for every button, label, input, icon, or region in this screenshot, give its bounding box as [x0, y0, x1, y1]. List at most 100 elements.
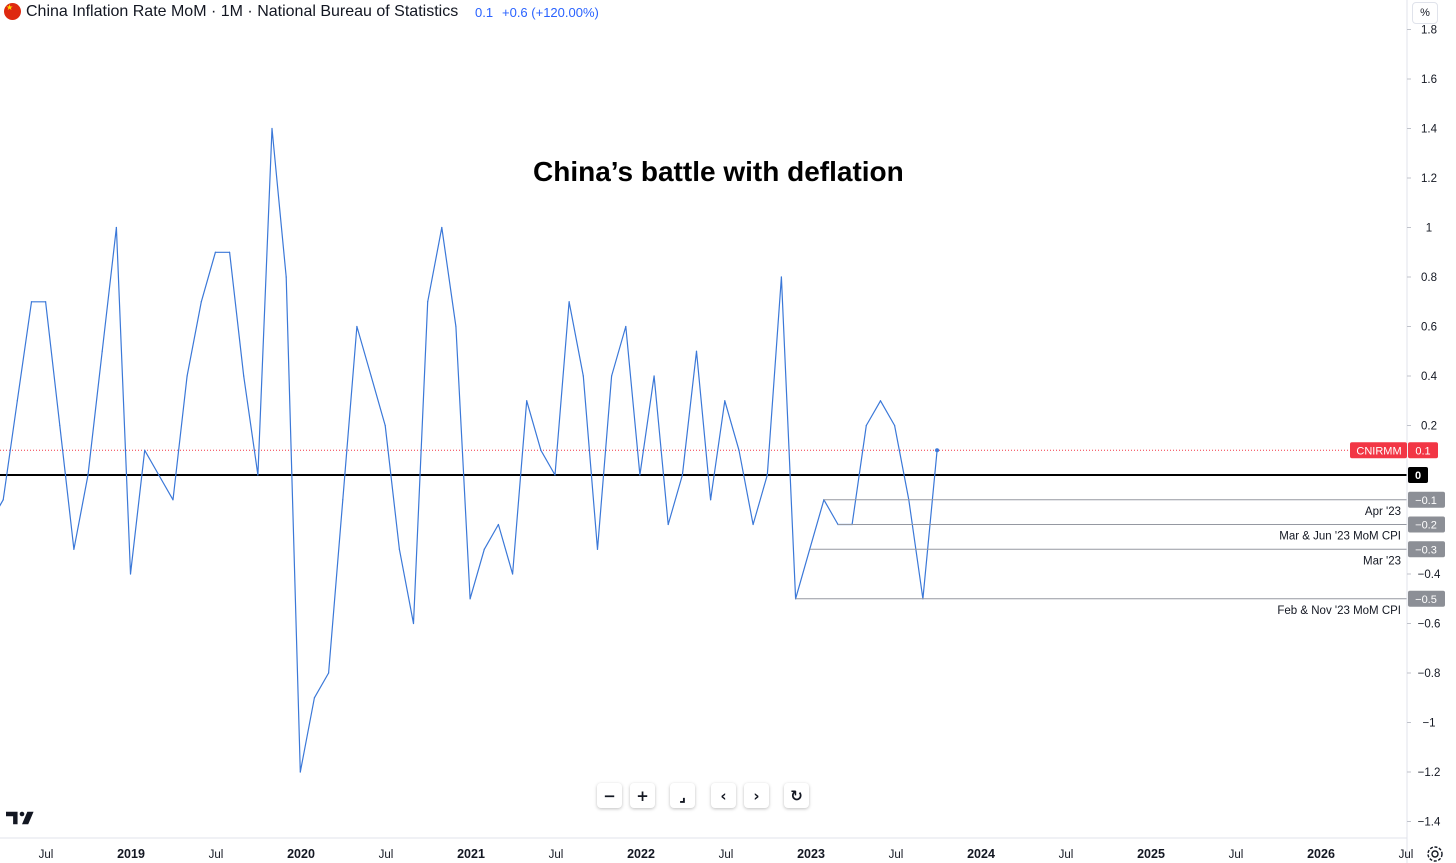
data-point	[412, 622, 415, 625]
zero-badge-bg	[1408, 467, 1428, 483]
y-tick-label: −1.4	[1418, 817, 1441, 829]
x-year-label: 2020	[287, 847, 315, 861]
data-point	[370, 375, 372, 377]
scroll-right-button[interactable]: ›	[744, 783, 769, 808]
data-point	[186, 375, 188, 377]
data-point	[384, 424, 386, 427]
level-line-label: Feb & Nov '23 MoM CPI	[1277, 605, 1401, 617]
data-point	[568, 301, 570, 303]
level-badge-bg	[1408, 541, 1445, 558]
data-point	[752, 523, 754, 526]
data-point	[596, 548, 599, 550]
x-month-label: Jul	[209, 849, 224, 861]
x-month-label: Jul	[1229, 849, 1244, 861]
level-line-label: Mar '23	[1363, 555, 1401, 567]
minus-icon: −	[603, 786, 616, 805]
data-point	[257, 474, 259, 476]
x-year-label: 2022	[627, 847, 655, 861]
x-year-label: 2026	[1307, 847, 1335, 861]
data-point	[427, 301, 429, 303]
last-value-badge-bg	[1408, 442, 1438, 459]
scroll-left-button[interactable]: ‹	[711, 783, 736, 808]
data-point	[328, 672, 330, 674]
level-line[interactable]: Mar & Jun '23 MoM CPI −0.2	[838, 516, 1445, 543]
level-line-label: Mar & Jun '23 MoM CPI	[1279, 531, 1401, 543]
last-value-badge: CNIRMM 0.1	[1350, 442, 1438, 459]
x-year-label: 2021	[457, 847, 485, 861]
time-scale[interactable]: Jul 2019 Jul 2020 Jul 2021 Jul 2022 Jul 2023 Jul 20…	[0, 837, 1413, 861]
data-point	[455, 325, 457, 328]
level-line[interactable]: Mar '23 −0.3	[809, 541, 1445, 567]
data-point	[299, 771, 301, 773]
x-month-label: Jul	[719, 849, 734, 861]
y-tick-label: 1	[1426, 223, 1432, 235]
x-year-label: 2024	[967, 847, 995, 861]
level-line[interactable]: Apr '23 −0.1	[823, 491, 1445, 518]
symbol-badge-bg	[1350, 442, 1407, 459]
data-point	[497, 523, 499, 526]
data-point	[766, 474, 768, 476]
china-flag-icon: ★	[4, 3, 21, 20]
y-tick-label: −1	[1422, 718, 1435, 730]
y-tick-label: −1.2	[1418, 767, 1441, 779]
change-value: +0.6 (+120.00%)	[502, 5, 599, 20]
data-point	[865, 424, 867, 427]
level-badge-bg	[1408, 491, 1445, 508]
x-month-label: Jul	[1059, 849, 1074, 861]
reset-scale-button[interactable]: ⌟	[670, 783, 695, 808]
data-point	[115, 226, 117, 229]
data-point	[554, 474, 556, 476]
symbol-badge-label: CNIRMM	[1356, 445, 1401, 457]
data-point	[101, 350, 103, 352]
zoom-out-button[interactable]: −	[597, 783, 622, 808]
percent-scale-toggle[interactable]: %	[1412, 2, 1438, 24]
data-point	[894, 424, 896, 427]
level-badge-label: −0.3	[1415, 544, 1437, 556]
y-tick-label: 1.4	[1421, 124, 1438, 136]
data-point	[30, 301, 33, 303]
x-month-label: Jul	[379, 849, 394, 861]
x-year-label: 2023	[797, 847, 825, 861]
data-point	[200, 301, 202, 303]
data-point	[214, 251, 216, 253]
data-point	[879, 400, 882, 402]
zoom-in-button[interactable]: +	[630, 783, 655, 808]
y-tick-label: 1.6	[1421, 74, 1437, 86]
data-point	[313, 697, 316, 699]
y-tick-label: 0.8	[1421, 272, 1437, 284]
last-value-badge-label: 0.1	[1415, 445, 1430, 457]
tradingview-logo-icon[interactable]	[6, 810, 38, 826]
data-point	[469, 598, 471, 600]
last-value: 0.1	[475, 5, 494, 20]
data-point	[228, 251, 231, 253]
data-point	[511, 573, 514, 575]
data-point	[526, 400, 528, 402]
data-point	[59, 424, 61, 427]
data-point	[342, 499, 344, 501]
data-point	[710, 499, 712, 501]
chevron-right-icon: ›	[753, 786, 760, 805]
data-point	[356, 325, 358, 328]
level-line[interactable]: Feb & Nov '23 MoM CPI −0.5	[795, 590, 1445, 617]
data-point	[611, 375, 613, 377]
data-point	[172, 499, 174, 501]
data-point	[724, 400, 726, 402]
symbol-title[interactable]: China Inflation Rate MoM · 1M · National…	[26, 3, 459, 20]
data-point	[695, 350, 698, 352]
reset-chart-button[interactable]: ↻	[784, 783, 809, 808]
data-point	[87, 474, 89, 476]
x-year-label: 2019	[117, 847, 145, 861]
collapse-icon: ⌟	[678, 786, 687, 805]
data-point	[540, 449, 542, 451]
level-badge-label: −0.5	[1415, 594, 1437, 606]
level-badge-bg	[1408, 590, 1445, 607]
level-badge-bg	[1408, 516, 1445, 533]
zero-badge: 0	[1408, 467, 1428, 483]
settings-gear-icon[interactable]	[1425, 844, 1445, 863]
price-scale[interactable]: 1.8 1.6 1.4 1.2 1 0.8 0.6 0.4 0.2 −0.4 −0.6 −0.8 −1 −…	[1350, 0, 1441, 863]
y-tick-label: 0.4	[1421, 371, 1438, 383]
level-badge-label: −0.1	[1415, 495, 1437, 507]
y-tick-label: 0.6	[1421, 322, 1437, 334]
data-point	[2, 499, 4, 501]
